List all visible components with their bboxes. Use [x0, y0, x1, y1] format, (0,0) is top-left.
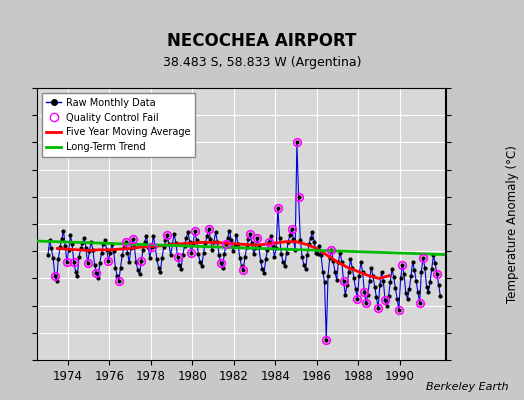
Text: NECOCHEA AIRPORT: NECOCHEA AIRPORT: [167, 32, 357, 50]
Text: 38.483 S, 58.833 W (Argentina): 38.483 S, 58.833 W (Argentina): [163, 56, 361, 69]
Text: Berkeley Earth: Berkeley Earth: [426, 382, 508, 392]
Legend: Raw Monthly Data, Quality Control Fail, Five Year Moving Average, Long-Term Tren: Raw Monthly Data, Quality Control Fail, …: [41, 93, 195, 157]
Text: Temperature Anomaly (°C): Temperature Anomaly (°C): [506, 145, 519, 303]
